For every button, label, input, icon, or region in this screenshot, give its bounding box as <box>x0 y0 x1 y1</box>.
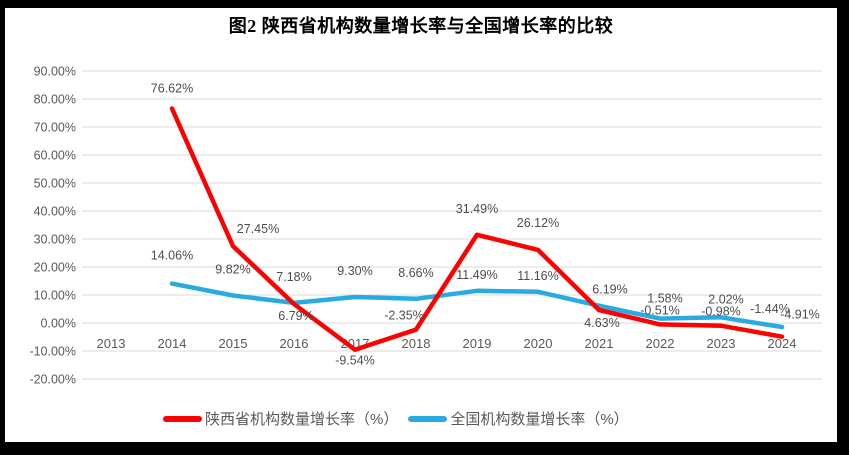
y-axis-tick-label: -10.00% <box>29 345 76 359</box>
y-axis-tick-label: -20.00% <box>29 373 76 387</box>
data-label-national: 8.66% <box>398 266 433 280</box>
data-label-national: 7.18% <box>276 270 311 284</box>
data-label-shaanxi: -0.98% <box>701 305 741 319</box>
y-axis-tick-label: 90.00% <box>34 65 76 79</box>
legend-label-national: 全国机构数量增长率（%） <box>450 411 629 428</box>
y-axis-tick-label: 50.00% <box>34 177 76 191</box>
data-label-national: 1.58% <box>647 292 682 306</box>
legend: 陕西省机构数量增长率（%） 全国机构数量增长率（%） <box>163 408 629 429</box>
y-axis-tick-label: 40.00% <box>34 205 76 219</box>
y-axis-tick-label: 70.00% <box>34 121 76 135</box>
x-axis-label: 2015 <box>219 336 248 351</box>
data-label-national: 6.19% <box>592 283 627 297</box>
data-label-shaanxi: -2.35% <box>384 309 424 323</box>
y-axis-tick-label: 30.00% <box>34 233 76 247</box>
x-axis-label: 2023 <box>707 336 736 351</box>
x-axis-label: 2024 <box>768 336 797 351</box>
x-axis-label: 2013 <box>97 336 126 351</box>
x-axis-label: 2018 <box>402 336 431 351</box>
y-axis-tick-label: 20.00% <box>34 261 76 275</box>
data-label-shaanxi: 26.12% <box>517 216 559 230</box>
legend-item-national: 全国机构数量增长率（%） <box>408 408 629 429</box>
legend-line-swatch-shaanxi <box>163 415 202 422</box>
series-line-national <box>169 281 785 330</box>
series-line-shaanxi <box>169 106 785 352</box>
data-label-national: 2.02% <box>708 292 743 306</box>
data-label-shaanxi: 4.63% <box>584 316 619 330</box>
x-axis-label: 2016 <box>280 336 309 351</box>
data-label-national: 9.82% <box>215 263 250 277</box>
legend-item-shaanxi: 陕西省机构数量增长率（%） <box>163 408 398 429</box>
data-label-shaanxi: 6.79% <box>278 309 313 323</box>
data-label-national: 14.06% <box>151 249 193 263</box>
data-label-shaanxi: 76.62% <box>151 81 193 95</box>
data-label-national: 11.49% <box>456 268 497 282</box>
plot-area: 90.00% 80.00% 70.00% 60.00% 50.00% 40.00% 30.0… <box>29 65 822 387</box>
chart-title: 图2 陕西省机构数量增长率与全国增长率的比较 <box>228 16 614 36</box>
data-label-shaanxi: -0.51% <box>640 303 680 317</box>
data-label-shaanxi: 27.45% <box>237 222 279 236</box>
x-axis-label: 2021 <box>585 336 614 351</box>
y-axis-tick-label: 10.00% <box>34 289 76 303</box>
data-label-national: 9.30% <box>337 264 372 278</box>
data-label-shaanxi: 31.49% <box>456 202 498 216</box>
x-axis-label: 2020 <box>524 336 553 351</box>
data-label-shaanxi: -9.54% <box>335 354 375 368</box>
data-label-national: -1.44% <box>750 302 790 316</box>
legend-label-shaanxi: 陕西省机构数量增长率（%） <box>205 411 399 428</box>
x-axis-label: 2014 <box>158 336 187 351</box>
y-axis-tick-label: 60.00% <box>34 149 76 163</box>
x-axis-label: 2019 <box>463 336 492 351</box>
data-label-national: 11.16% <box>517 269 558 283</box>
y-axis-tick-label: 0.00% <box>41 317 76 331</box>
data-label-shaanxi: -4.91% <box>780 308 820 322</box>
legend-line-swatch-national <box>408 415 448 422</box>
y-axis-tick-label: 80.00% <box>34 93 76 107</box>
x-axis-label: 2022 <box>646 336 675 351</box>
